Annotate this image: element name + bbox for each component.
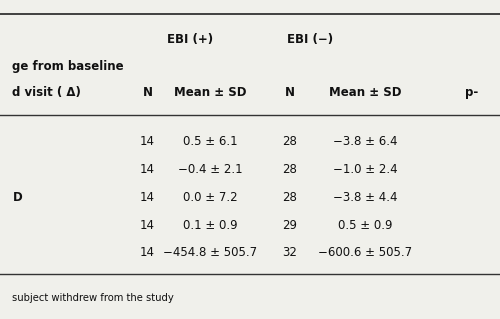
Text: 14: 14 [140,247,155,259]
Text: 28: 28 [282,136,298,148]
Text: subject withdrew from the study: subject withdrew from the study [12,293,174,303]
Text: 28: 28 [282,191,298,204]
Text: EBI (+): EBI (+) [167,33,213,46]
Text: 14: 14 [140,163,155,176]
Text: −1.0 ± 2.4: −1.0 ± 2.4 [332,163,398,176]
Text: Mean ± SD: Mean ± SD [329,86,401,99]
Text: −3.8 ± 6.4: −3.8 ± 6.4 [333,136,397,148]
Text: −0.4 ± 2.1: −0.4 ± 2.1 [178,163,242,176]
Text: EBI (−): EBI (−) [287,33,333,46]
Text: −454.8 ± 505.7: −454.8 ± 505.7 [163,247,257,259]
Text: ge from baseline: ge from baseline [12,61,124,73]
Text: N: N [142,86,152,99]
Text: −600.6 ± 505.7: −600.6 ± 505.7 [318,247,412,259]
Text: 0.5 ± 0.9: 0.5 ± 0.9 [338,219,392,232]
Text: 14: 14 [140,136,155,148]
Text: 29: 29 [282,219,298,232]
Text: 28: 28 [282,163,298,176]
Text: p-: p- [465,86,478,99]
Text: 0.5 ± 6.1: 0.5 ± 6.1 [182,136,238,148]
Text: 14: 14 [140,219,155,232]
Text: 0.0 ± 7.2: 0.0 ± 7.2 [182,191,238,204]
Text: Mean ± SD: Mean ± SD [174,86,246,99]
Text: 32: 32 [282,247,298,259]
Text: 0.1 ± 0.9: 0.1 ± 0.9 [182,219,238,232]
Text: −3.8 ± 4.4: −3.8 ± 4.4 [333,191,397,204]
Text: 14: 14 [140,191,155,204]
Text: d visit ( Δ): d visit ( Δ) [12,86,82,99]
Text: D: D [12,191,22,204]
Text: N: N [285,86,295,99]
